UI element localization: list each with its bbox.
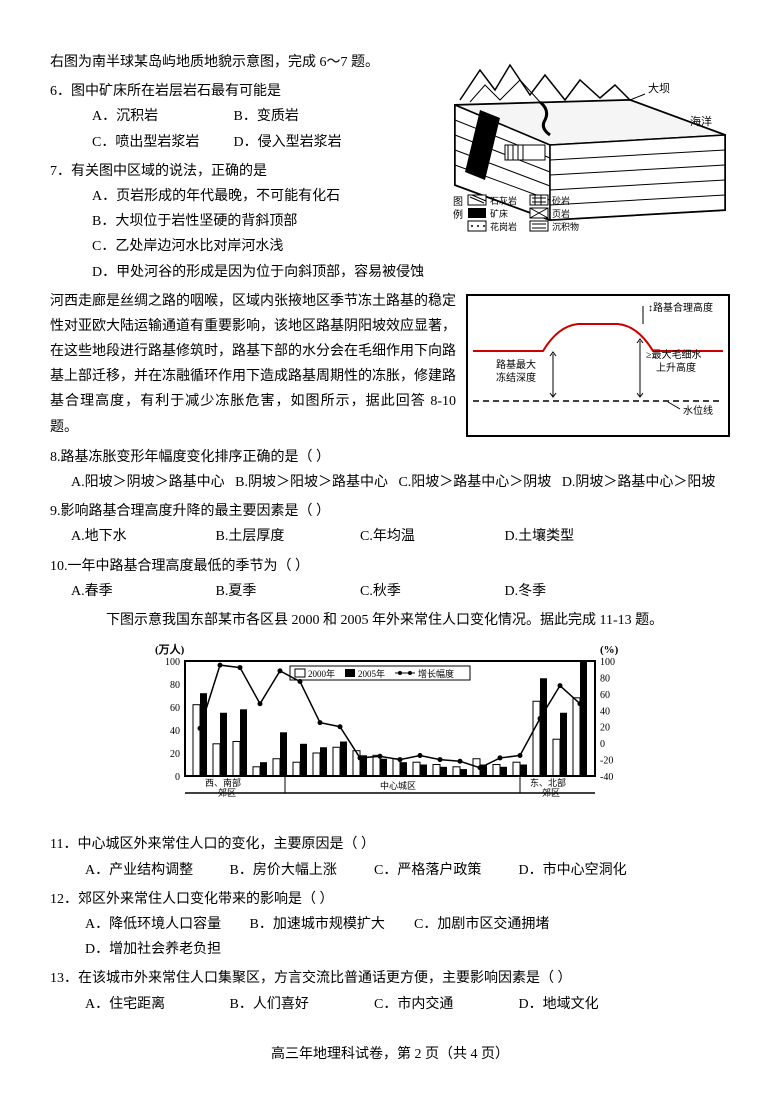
svg-text:≥最大毛细水: ≥最大毛细水 bbox=[646, 348, 702, 361]
q6-b[interactable]: B．变质岩 bbox=[234, 104, 299, 129]
q8-options: A.阳坡＞阴坡＞路基中心 B.阴坡＞阳坡＞路基中心 C.阳坡＞路基中心＞阴坡 D… bbox=[50, 470, 730, 495]
dam-label: 大坝 bbox=[648, 81, 670, 95]
q11-c[interactable]: C．严格落户政策 bbox=[374, 858, 494, 883]
svg-text:0: 0 bbox=[175, 772, 180, 783]
question-12: 12．郊区外来常住人口变化带来的影响是（ ） A．降低环境人口容量 B．加速城市… bbox=[50, 887, 730, 963]
q8-b[interactable]: B.阴坡＞阳坡＞路基中心 bbox=[235, 475, 388, 490]
q6-d[interactable]: D．侵入型岩浆岩 bbox=[234, 130, 342, 155]
q9-b[interactable]: B.土层厚度 bbox=[216, 524, 336, 549]
q8-text: 8.路基冻胀变形年幅度变化排序正确的是（ ） bbox=[50, 450, 330, 465]
svg-text:砂岩: 砂岩 bbox=[552, 195, 570, 206]
road-diagram: ↕路基合理高度 路基最大 冻结深度 ≥最大毛细水 上升高度 水位线 bbox=[466, 294, 730, 437]
q12-c[interactable]: C．加剧市区交通拥堵 bbox=[414, 912, 554, 937]
q8-d[interactable]: D.阴坡＞路基中心＞阳坡 bbox=[562, 475, 716, 490]
q6-a[interactable]: A．沉积岩 bbox=[92, 104, 202, 129]
svg-text:40: 40 bbox=[600, 706, 610, 717]
q12-a[interactable]: A．降低环境人口容量 bbox=[85, 912, 225, 937]
q8-c[interactable]: C.阳坡＞路基中心＞阴坡 bbox=[398, 475, 551, 490]
svg-text:例: 例 bbox=[453, 208, 463, 221]
svg-text:郊区: 郊区 bbox=[542, 787, 560, 798]
question-13: 13．在该城市外来常住人口集聚区，方言交流比普通话更方便，主要影响因素是（ ） … bbox=[50, 966, 730, 1016]
geological-diagram: 海洋 大坝 图 例 石灰岩 矿床 花岗岩 砂岩 页岩 沉积物 bbox=[450, 50, 730, 249]
q10-a[interactable]: A.春季 bbox=[71, 579, 191, 604]
svg-text:80: 80 bbox=[600, 674, 610, 685]
svg-text:郊区: 郊区 bbox=[218, 787, 236, 798]
question-9: 9.影响路基合理高度升降的最主要因素是（ ） A.地下水 B.土层厚度 C.年均… bbox=[50, 499, 730, 549]
svg-text:冻结深度: 冻结深度 bbox=[496, 371, 536, 384]
svg-text:100: 100 bbox=[165, 657, 180, 668]
q11-text: 11．中心城区外来常住人口的变化，主要原因是（ ） bbox=[50, 837, 375, 852]
q9-d[interactable]: D.土壤类型 bbox=[505, 524, 625, 549]
q9-text: 9.影响路基合理高度升降的最主要因素是（ ） bbox=[50, 504, 330, 519]
q10-d[interactable]: D.冬季 bbox=[505, 579, 625, 604]
q12-b[interactable]: B．加速城市规模扩大 bbox=[250, 912, 390, 937]
svg-text:0: 0 bbox=[600, 739, 605, 750]
chart-svg: (万人) (%) 100 80 60 40 20 0 100 80 60 40 20 0 -20 -40… bbox=[140, 641, 640, 811]
svg-text:20: 20 bbox=[600, 723, 610, 734]
svg-text:(%): (%) bbox=[600, 644, 619, 656]
svg-text:石灰岩: 石灰岩 bbox=[490, 195, 517, 206]
q13-text: 13．在该城市外来常住人口集聚区，方言交流比普通话更方便，主要影响因素是（ ） bbox=[50, 971, 572, 986]
q13-a[interactable]: A．住宅距离 bbox=[85, 992, 205, 1017]
svg-text:↕路基合理高度: ↕路基合理高度 bbox=[648, 301, 713, 314]
svg-text:20: 20 bbox=[170, 749, 180, 760]
q10-options: A.春季 B.夏季 C.秋季 D.冬季 bbox=[50, 579, 730, 604]
svg-text:40: 40 bbox=[170, 726, 180, 737]
svg-text:-40: -40 bbox=[600, 772, 613, 783]
question-8: 8.路基冻胀变形年幅度变化排序正确的是（ ） A.阳坡＞阴坡＞路基中心 B.阴坡… bbox=[50, 445, 730, 495]
q13-options: A．住宅距离 B．人们喜好 C．市内交通 D．地域文化 bbox=[50, 992, 730, 1017]
q10-b[interactable]: B.夏季 bbox=[216, 579, 336, 604]
svg-text:矿床: 矿床 bbox=[490, 208, 508, 219]
svg-text:图: 图 bbox=[453, 196, 463, 208]
q12-options: A．降低环境人口容量 B．加速城市规模扩大 C．加剧市区交通拥堵 D．增加社会养… bbox=[50, 912, 730, 962]
q10-c[interactable]: C.秋季 bbox=[360, 579, 480, 604]
q11-d[interactable]: D．市中心空洞化 bbox=[519, 858, 639, 883]
q13-d[interactable]: D．地域文化 bbox=[519, 992, 639, 1017]
q11-options: A．产业结构调整 B．房价大幅上涨 C．严格落户政策 D．市中心空洞化 bbox=[50, 858, 730, 883]
svg-text:上升高度: 上升高度 bbox=[656, 361, 696, 374]
q12-text: 12．郊区外来常住人口变化带来的影响是（ ） bbox=[50, 892, 334, 907]
svg-text:(万人): (万人) bbox=[155, 642, 185, 656]
svg-text:西、南部: 西、南部 bbox=[205, 777, 241, 788]
svg-text:中心城区: 中心城区 bbox=[380, 780, 416, 791]
question-11: 11．中心城区外来常住人口的变化，主要原因是（ ） A．产业结构调整 B．房价大… bbox=[50, 832, 730, 882]
q6-c[interactable]: C．喷出型岩浆岩 bbox=[92, 130, 202, 155]
svg-text:水位线: 水位线 bbox=[683, 404, 713, 417]
svg-text:-20: -20 bbox=[600, 756, 613, 767]
population-chart: (万人) (%) 100 80 60 40 20 0 100 80 60 40 20 0 -20 -40… bbox=[50, 641, 730, 820]
q7-d[interactable]: D．甲处河谷的形成是因为位于向斜顶部，容易被侵蚀 bbox=[92, 260, 730, 285]
q12-d[interactable]: D．增加社会养老负担 bbox=[85, 937, 221, 962]
q13-c[interactable]: C．市内交通 bbox=[374, 992, 494, 1017]
svg-text:花岗岩: 花岗岩 bbox=[490, 221, 517, 232]
question-10: 10.一年中路基合理高度最低的季节为（ ） A.春季 B.夏季 C.秋季 D.冬… bbox=[50, 554, 730, 604]
geo-svg: 海洋 大坝 图 例 石灰岩 矿床 花岗岩 砂岩 页岩 沉积物 bbox=[450, 50, 730, 240]
svg-text:60: 60 bbox=[170, 703, 180, 714]
svg-text:沉积物: 沉积物 bbox=[552, 221, 579, 232]
svg-text:2000年: 2000年 bbox=[308, 668, 335, 679]
q13-b[interactable]: B．人们喜好 bbox=[230, 992, 350, 1017]
ocean-label: 海洋 bbox=[690, 114, 712, 128]
svg-text:100: 100 bbox=[600, 657, 615, 668]
q8-a[interactable]: A.阳坡＞阴坡＞路基中心 bbox=[71, 475, 225, 490]
svg-text:2005年: 2005年 bbox=[358, 668, 385, 679]
q9-c[interactable]: C.年均温 bbox=[360, 524, 480, 549]
road-svg: ↕路基合理高度 路基最大 冻结深度 ≥最大毛细水 上升高度 水位线 bbox=[468, 296, 728, 426]
page-footer: 高三年地理科试卷，第 2 页（共 4 页） bbox=[50, 1042, 730, 1067]
q10-text: 10.一年中路基合理高度最低的季节为（ ） bbox=[50, 559, 309, 574]
intro-11-13: 下图示意我国东部某市各区县 2000 和 2005 年外来常住人口变化情况。据此… bbox=[50, 608, 730, 633]
svg-text:80: 80 bbox=[170, 680, 180, 691]
svg-text:增长幅度: 增长幅度 bbox=[418, 668, 454, 679]
q9-a[interactable]: A.地下水 bbox=[71, 524, 191, 549]
q11-b[interactable]: B．房价大幅上涨 bbox=[230, 858, 350, 883]
q11-a[interactable]: A．产业结构调整 bbox=[85, 858, 205, 883]
svg-text:东、北部: 东、北部 bbox=[530, 777, 566, 788]
svg-text:页岩: 页岩 bbox=[552, 208, 570, 219]
q9-options: A.地下水 B.土层厚度 C.年均温 D.土壤类型 bbox=[50, 524, 730, 549]
svg-text:路基最大: 路基最大 bbox=[496, 358, 536, 371]
svg-text:60: 60 bbox=[600, 690, 610, 701]
